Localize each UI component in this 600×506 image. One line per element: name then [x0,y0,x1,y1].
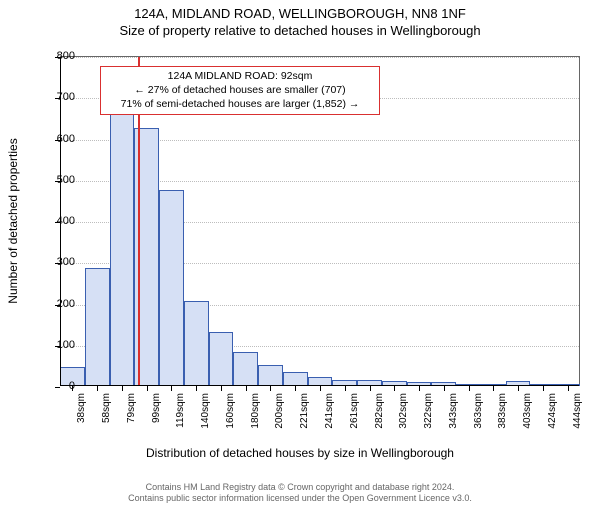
x-axis-title: Distribution of detached houses by size … [0,446,600,460]
x-tick-label: 282sqm [374,393,385,429]
x-tick-label: 38sqm [76,393,87,423]
y-tick-label: 400 [35,215,75,227]
x-tick-mark [320,386,321,391]
x-tick-mark [196,386,197,391]
histogram-bar [258,365,283,386]
x-tick-label: 99sqm [151,393,162,423]
annotation-box: 124A MIDLAND ROAD: 92sqm← 27% of detache… [100,66,380,115]
x-tick-mark [370,386,371,391]
x-tick-mark [543,386,544,391]
x-tick-mark [394,386,395,391]
page-title: 124A, MIDLAND ROAD, WELLINGBOROUGH, NN8 … [0,6,600,21]
histogram-bar [159,190,184,386]
x-tick-label: 322sqm [423,393,434,429]
annotation-line: ← 27% of detached houses are smaller (70… [107,83,373,97]
x-tick-label: 241sqm [324,393,335,429]
y-tick-label: 700 [35,91,75,103]
y-axis-title: Number of detached properties [6,138,20,303]
y-tick-label: 200 [35,298,75,310]
page-subtitle: Size of property relative to detached ho… [0,23,600,38]
y-tick-label: 600 [35,133,75,145]
x-tick-label: 363sqm [473,393,484,429]
y-tick-label: 100 [35,339,75,351]
y-tick-label: 0 [35,380,75,392]
x-tick-label: 200sqm [274,393,285,429]
x-tick-label: 160sqm [225,393,236,429]
x-tick-mark [147,386,148,391]
x-tick-label: 119sqm [175,393,186,428]
x-tick-mark [444,386,445,391]
x-tick-mark [270,386,271,391]
x-tick-label: 261sqm [349,393,360,429]
x-tick-label: 383sqm [497,393,508,429]
y-tick-label: 500 [35,174,75,186]
x-tick-mark [221,386,222,391]
x-tick-mark [171,386,172,391]
x-tick-mark [419,386,420,391]
histogram-bar [85,268,110,386]
footer-line-2: Contains public sector information licen… [0,493,600,504]
x-tick-label: 424sqm [547,393,558,429]
x-tick-mark [493,386,494,391]
histogram-bar [283,372,308,386]
x-tick-mark [246,386,247,391]
x-tick-mark [295,386,296,391]
x-tick-label: 403sqm [522,393,533,429]
histogram-bar [110,106,135,387]
y-tick-label: 800 [35,50,75,62]
x-tick-label: 58sqm [101,393,112,423]
x-tick-mark [97,386,98,391]
x-tick-label: 79sqm [126,393,137,423]
x-tick-label: 343sqm [448,393,459,429]
x-tick-label: 140sqm [200,393,211,429]
x-tick-mark [568,386,569,391]
annotation-line: 71% of semi-detached houses are larger (… [107,97,373,111]
annotation-line: 124A MIDLAND ROAD: 92sqm [107,69,373,83]
histogram-bar [233,352,258,386]
footer-line-1: Contains HM Land Registry data © Crown c… [0,482,600,493]
x-tick-mark [518,386,519,391]
x-tick-label: 180sqm [250,393,261,429]
histogram-bar [184,301,209,386]
histogram-bar [209,332,234,386]
y-tick-label: 300 [35,256,75,268]
footer-text: Contains HM Land Registry data © Crown c… [0,482,600,505]
x-tick-mark [122,386,123,391]
x-tick-mark [345,386,346,391]
x-tick-mark [469,386,470,391]
x-tick-label: 221sqm [299,393,310,429]
x-tick-label: 444sqm [572,393,583,429]
x-tick-label: 302sqm [398,393,409,429]
